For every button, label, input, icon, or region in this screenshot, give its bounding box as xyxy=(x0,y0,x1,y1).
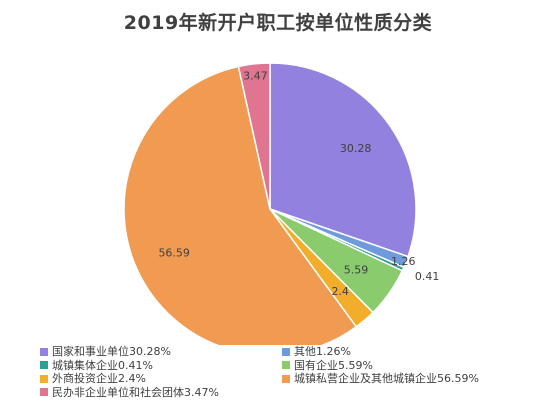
pie-chart: 30.28 1.26 0.41 5.59 2.4 56.59 3.47 xyxy=(123,62,440,345)
legend: 国家和事业单位30.28% 其他1.26% 城镇集体企业0.41% 国有企业5.59%… xyxy=(40,345,550,399)
data-label: 1.26 xyxy=(391,255,416,268)
legend-swatch xyxy=(282,361,290,370)
legend-item: 城镇集体企业0.41% xyxy=(40,359,282,373)
legend-label: 城镇集体企业0.41% xyxy=(52,358,153,372)
chart-title: 2019年新开户职工按单位性质分类 xyxy=(123,12,433,34)
legend-item: 城镇私营企业及其他城镇企业56.59% xyxy=(282,372,550,386)
pie-slice xyxy=(237,62,271,210)
legend-swatch xyxy=(40,361,48,370)
legend-swatch xyxy=(282,347,290,356)
legend-item: 国有企业5.59% xyxy=(282,359,550,373)
data-label: 3.47 xyxy=(243,70,268,83)
legend-item: 国家和事业单位30.28% xyxy=(40,345,282,359)
legend-item: 其他1.26% xyxy=(282,345,550,359)
data-label: 0.41 xyxy=(415,270,440,283)
legend-item: 外商投资企业2.4% xyxy=(40,372,282,386)
data-label: 56.59 xyxy=(158,246,190,259)
data-label: 5.59 xyxy=(344,263,369,276)
pie-slice xyxy=(123,65,358,345)
legend-item: 民办非企业单位和社会团体3.47% xyxy=(40,386,282,400)
legend-label: 民办非企业单位和社会团体3.47% xyxy=(52,385,219,399)
legend-swatch xyxy=(40,347,48,356)
legend-label: 国有企业5.59% xyxy=(294,358,373,372)
pie-slice xyxy=(269,62,417,258)
legend-swatch xyxy=(40,388,48,397)
legend-label: 城镇私营企业及其他城镇企业56.59% xyxy=(294,372,479,385)
legend-swatch xyxy=(282,374,290,383)
data-label: 2.4 xyxy=(331,285,349,298)
data-label: 30.28 xyxy=(340,142,372,155)
legend-label: 外商投资企业2.4% xyxy=(52,372,146,385)
legend-label: 国家和事业单位30.28% xyxy=(52,345,171,358)
legend-label: 其他1.26% xyxy=(294,345,351,358)
legend-swatch xyxy=(40,374,48,383)
